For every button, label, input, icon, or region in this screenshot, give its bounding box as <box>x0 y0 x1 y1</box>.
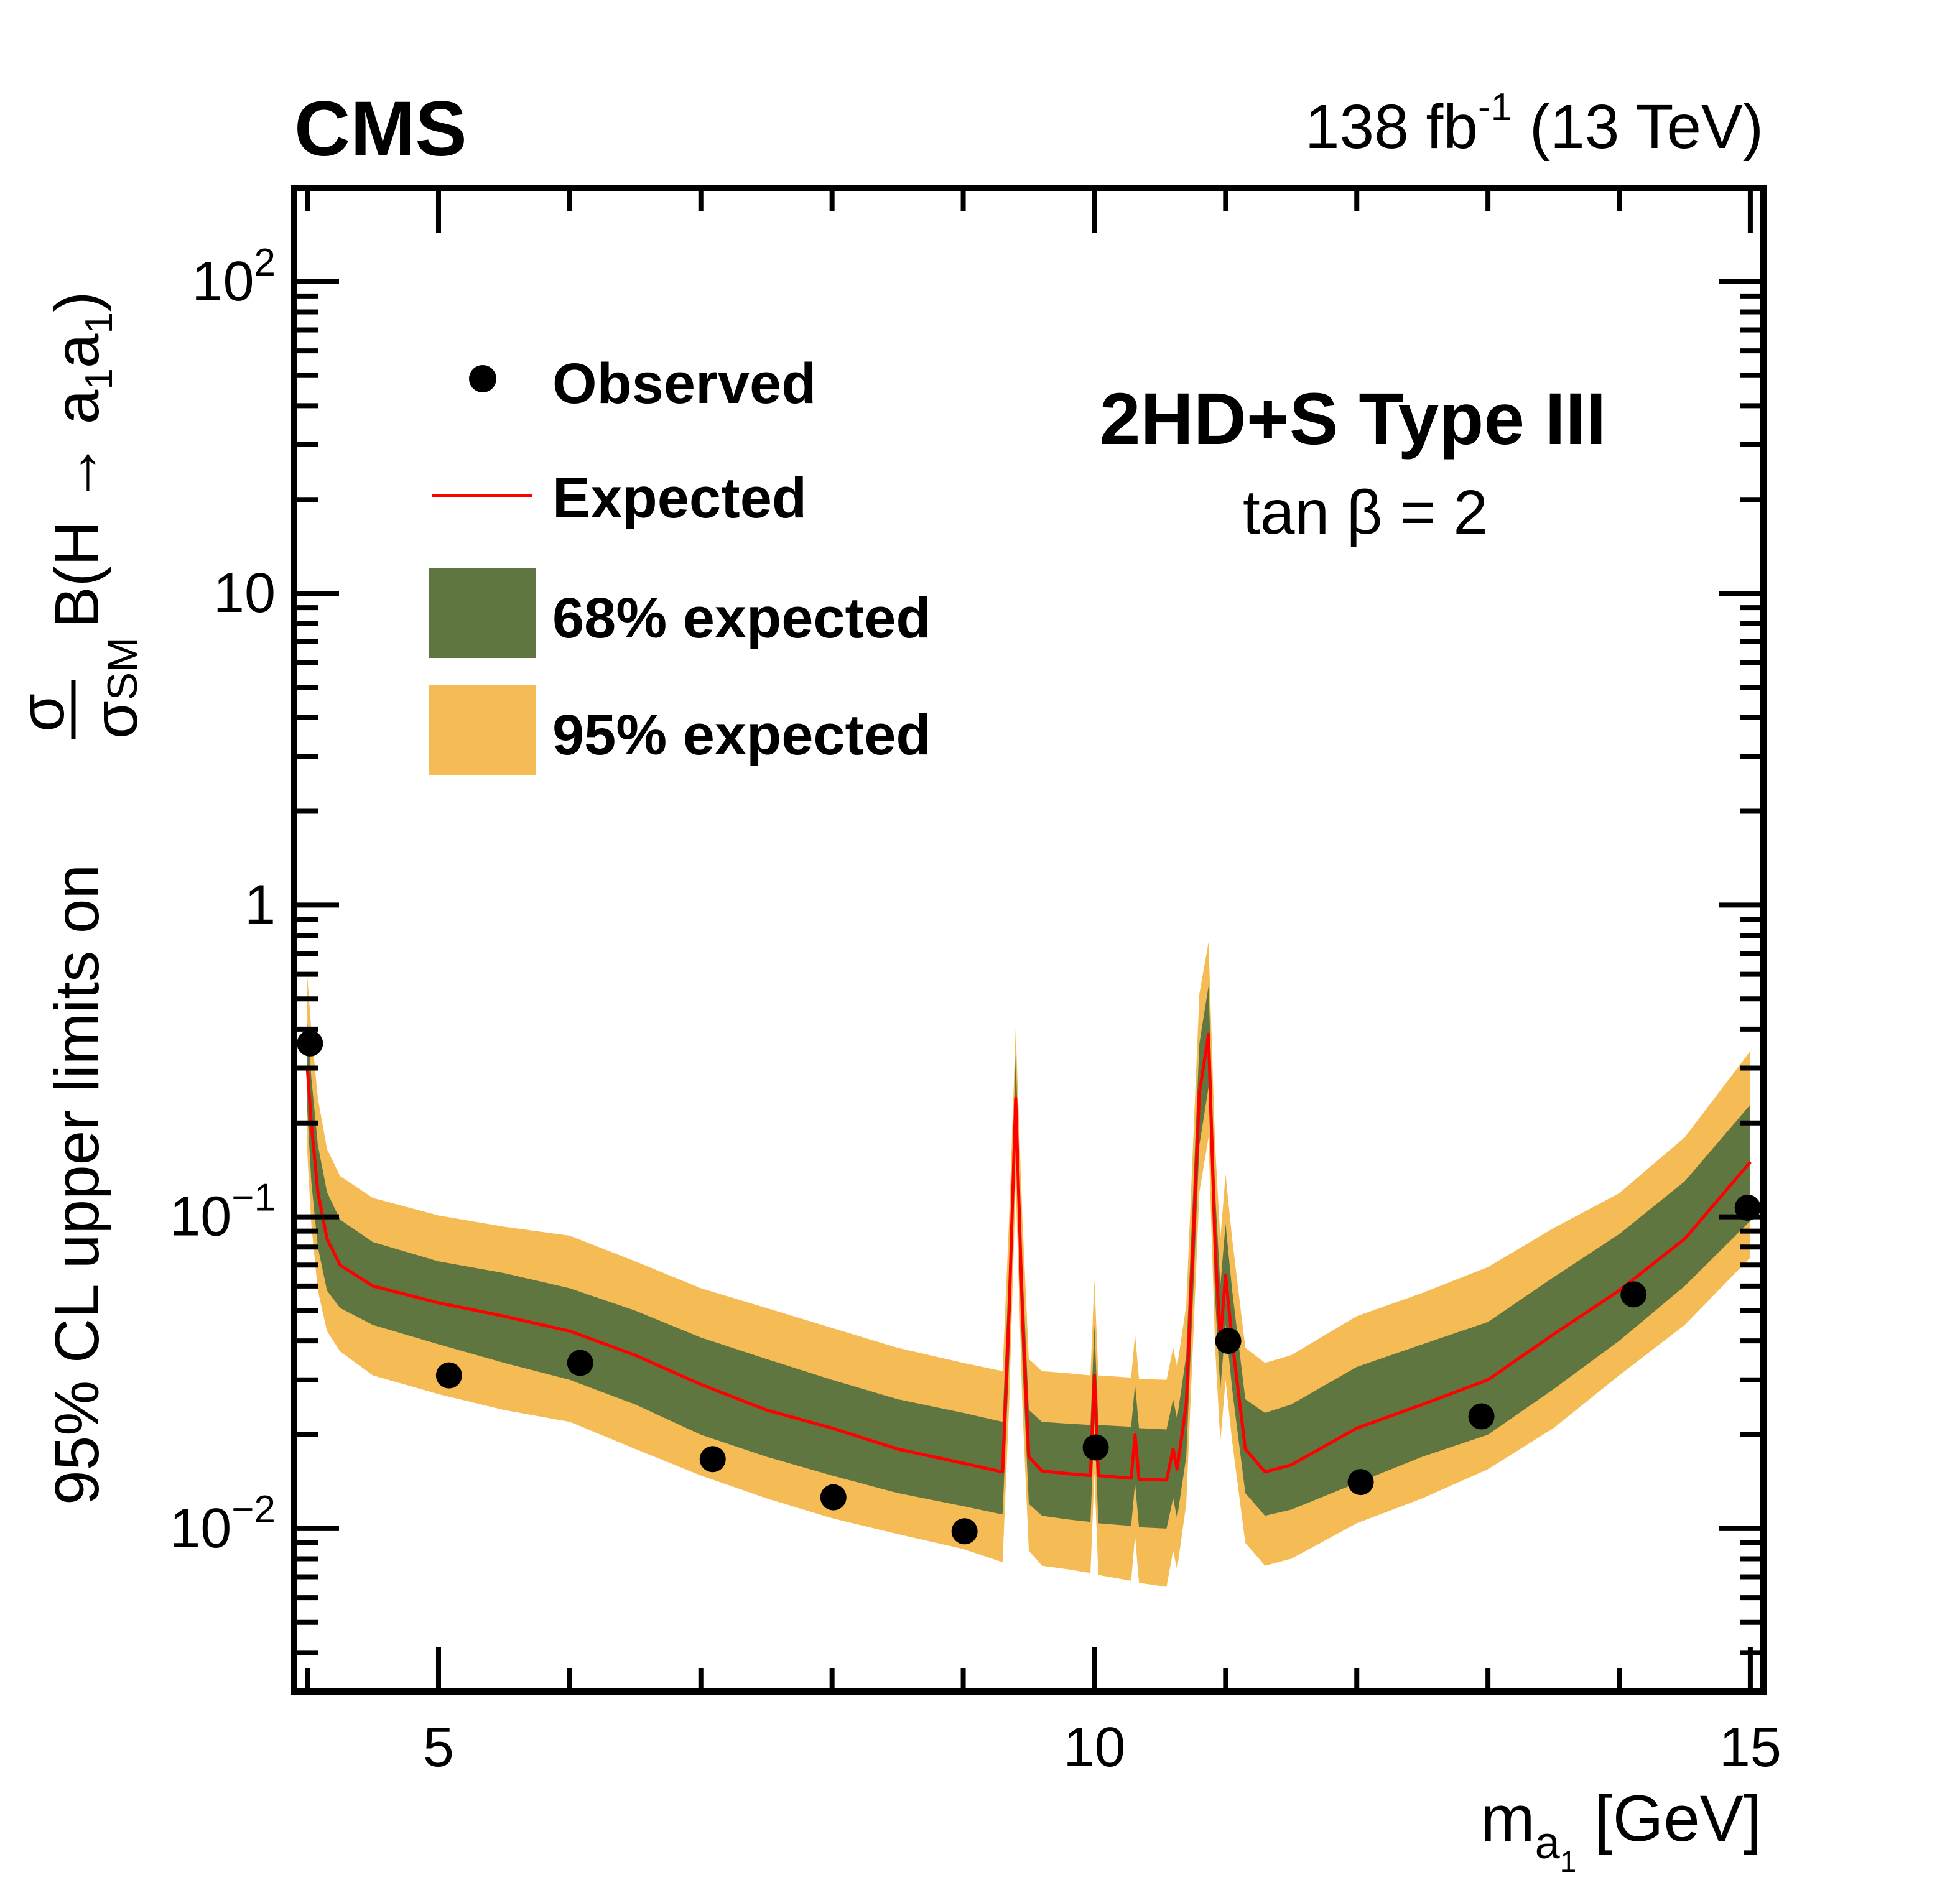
observed-point <box>1734 1194 1761 1221</box>
legend-observed-marker <box>469 365 496 392</box>
ylabel-sub2: 1 <box>78 312 121 333</box>
lumi-sup: -1 <box>1478 86 1512 129</box>
experiment-label: CMS <box>294 86 467 172</box>
band-68-expected <box>307 986 1750 1529</box>
lumi-label: 138 fb-1 (13 TeV) <box>1305 86 1763 162</box>
observed-point <box>297 1030 323 1057</box>
legend-entry-68: 68% expected <box>429 568 931 658</box>
xlabel-subsub: 1 <box>1560 1846 1577 1879</box>
x-tick-labels: 5 10 15 <box>423 1716 1781 1779</box>
legend-observed-label: Observed <box>552 352 816 415</box>
ylabel-frac-den: σ <box>81 700 151 739</box>
xlabel-main: m <box>1480 1782 1535 1855</box>
legend-entry-observed: Observed <box>469 352 816 415</box>
y-tick-label: 102 <box>192 241 276 313</box>
legend-entry-95: 95% expected <box>429 685 931 775</box>
y-tick-base: 10 <box>169 1498 231 1560</box>
x-axis-label: ma1 [GeV] <box>1480 1782 1762 1879</box>
legend-entry-expected: Expected <box>432 466 807 530</box>
ylabel-prefix: 95% CL upper limits on <box>42 864 112 1505</box>
y-tick-base: 1 <box>244 874 276 936</box>
svg-text:B(H → a1a1): B(H → a1a1) <box>42 292 121 628</box>
legend-95-label: 95% expected <box>552 703 931 767</box>
observed-point <box>1468 1403 1495 1430</box>
legend-expected-label: Expected <box>552 466 807 530</box>
y-tick-exponent: −2 <box>231 1488 276 1531</box>
observed-point <box>1082 1434 1109 1461</box>
legend-68-swatch <box>429 568 536 658</box>
x-tick-label: 10 <box>1063 1716 1125 1779</box>
xlabel-sub: a <box>1535 1818 1561 1868</box>
observed-point <box>1215 1328 1242 1354</box>
ylabel-frac-num: σ <box>7 693 77 732</box>
y-tick-base: 10 <box>192 251 254 313</box>
expected-layer <box>305 1032 1752 1482</box>
y-tick-label: 10 <box>213 562 276 624</box>
y-tick-exponent: −1 <box>231 1177 276 1220</box>
y-axis-label: 95% CL upper limits on σ σSM B(H → a1a1) <box>7 292 151 1505</box>
xlabel-unit: [GeV] <box>1576 1782 1762 1855</box>
axis-ticks <box>294 185 1763 1694</box>
y-tick-label: 1 <box>244 874 276 936</box>
legend: Observed Expected 68% expected 95% expec… <box>429 352 931 775</box>
y-tick-label: 10−2 <box>169 1488 276 1560</box>
y-tick-exponent: 2 <box>254 241 276 284</box>
observed-point <box>699 1446 726 1473</box>
plot-frame <box>291 185 1767 1695</box>
observed-point <box>820 1484 847 1511</box>
ylabel-fraction: σ σSM <box>7 637 151 739</box>
observed-point <box>1620 1281 1647 1308</box>
bands-layer <box>307 942 1750 1587</box>
y-tick-base: 10 <box>213 562 276 624</box>
y-tick-label: 10−1 <box>169 1177 276 1248</box>
observed-point <box>951 1518 978 1545</box>
y-tick-base: 10 <box>169 1186 231 1248</box>
model-annotation: 2HD+S Type III <box>1100 378 1606 460</box>
x-tick-label: 15 <box>1719 1716 1781 1779</box>
ylabel-frac-den-sub: SM <box>99 637 146 700</box>
tanbeta-annotation: tan β = 2 <box>1243 478 1488 547</box>
lumi-value: 138 fb <box>1305 92 1478 162</box>
observed-point <box>1347 1469 1374 1496</box>
expected-median-line <box>305 1032 1752 1482</box>
lumi-energy: (13 TeV) <box>1512 92 1763 162</box>
svg-text:95% CL upper limits on: 95% CL upper limits on <box>42 864 112 1505</box>
observed-point <box>567 1350 593 1376</box>
svg-text:σSM: σSM <box>81 637 151 739</box>
x-tick-label: 5 <box>423 1716 454 1779</box>
legend-68-label: 68% expected <box>552 586 931 650</box>
ylabel-close: ) <box>42 292 112 312</box>
legend-95-swatch <box>429 685 536 775</box>
ylabel-suffix: B(H → a <box>42 389 112 628</box>
observed-point <box>435 1362 462 1389</box>
observed-layer <box>297 1030 1761 1545</box>
ylabel-sub1: 1 <box>78 368 121 389</box>
ylabel-mid: a <box>42 333 112 368</box>
